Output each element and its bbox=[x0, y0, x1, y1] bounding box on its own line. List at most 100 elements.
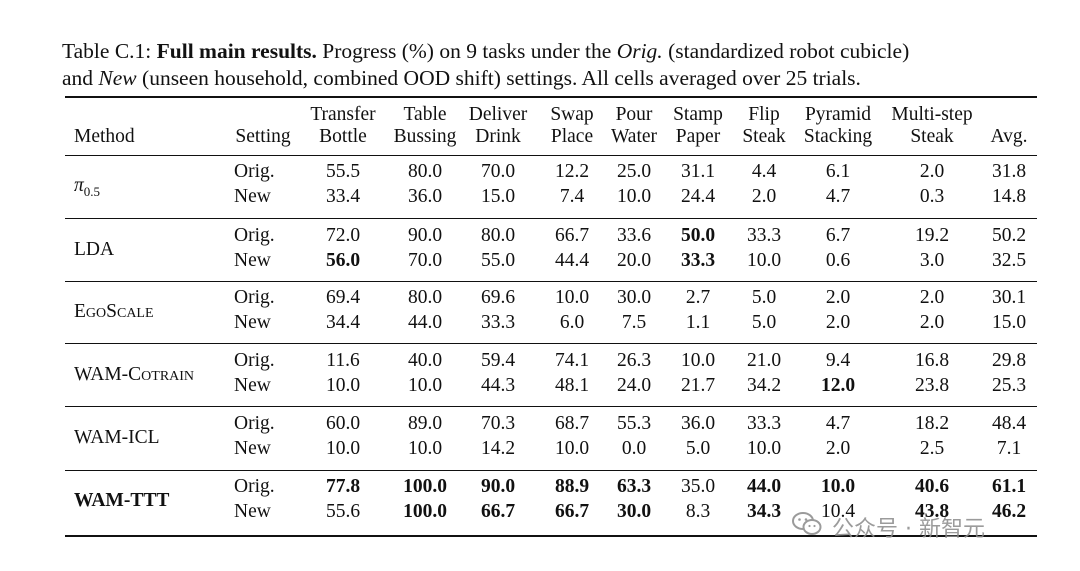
header-setting-line2: Setting bbox=[235, 126, 291, 147]
caption-bold-title: Full main results. bbox=[156, 39, 317, 63]
method-label-wam-ttt: WAM-TTT bbox=[74, 490, 170, 511]
caption-text-2: (standardized robot cubicle) bbox=[668, 39, 910, 63]
value-cell: 4.7 bbox=[825, 413, 851, 434]
value-cell: 72.0 bbox=[325, 225, 361, 246]
value-cell: 21.7 bbox=[680, 375, 716, 396]
caption-text-3: (unseen household, combined OOD shift) s… bbox=[142, 66, 861, 90]
caption-new-word: New bbox=[98, 66, 137, 90]
value-cell: 43.8 bbox=[914, 501, 950, 522]
value-cell: 19.2 bbox=[914, 225, 950, 246]
header-deliver_drink-line2: Drink bbox=[475, 126, 521, 147]
value-cell: 34.2 bbox=[746, 375, 782, 396]
value-cell: 0.3 bbox=[919, 186, 945, 207]
value-cell: 10.0 bbox=[746, 438, 782, 459]
setting-cell: New bbox=[234, 312, 271, 333]
value-cell: 77.8 bbox=[325, 476, 361, 497]
value-cell: 44.4 bbox=[554, 250, 590, 271]
method-label--0-5: π0.5 bbox=[74, 175, 100, 200]
value-cell: 33.3 bbox=[746, 413, 782, 434]
value-cell: 6.0 bbox=[559, 312, 585, 333]
setting-cell: Orig. bbox=[234, 161, 275, 182]
setting-cell: Orig. bbox=[234, 225, 275, 246]
value-cell: 48.4 bbox=[991, 413, 1027, 434]
value-cell: 7.1 bbox=[996, 438, 1022, 459]
value-cell: 10.0 bbox=[746, 250, 782, 271]
setting-cell: New bbox=[234, 501, 271, 522]
value-cell: 10.0 bbox=[680, 350, 716, 371]
value-cell: 7.5 bbox=[621, 312, 647, 333]
value-cell: 24.4 bbox=[680, 186, 716, 207]
value-cell: 33.3 bbox=[680, 250, 716, 271]
header-avg-line2: Avg. bbox=[990, 126, 1028, 147]
value-cell: 36.0 bbox=[680, 413, 716, 434]
value-cell: 46.2 bbox=[991, 501, 1027, 522]
value-cell: 44.0 bbox=[746, 476, 782, 497]
value-cell: 33.6 bbox=[616, 225, 652, 246]
value-cell: 88.9 bbox=[554, 476, 590, 497]
header-swap_place-line1: Swap bbox=[550, 104, 594, 125]
value-cell: 55.5 bbox=[325, 161, 361, 182]
setting-cell: Orig. bbox=[234, 287, 275, 308]
caption-line-2: and New (unseen household, combined OOD … bbox=[62, 65, 1052, 92]
value-cell: 70.0 bbox=[407, 250, 443, 271]
value-cell: 10.0 bbox=[554, 438, 590, 459]
table-group-rule bbox=[65, 343, 1037, 344]
value-cell: 80.0 bbox=[480, 225, 516, 246]
value-cell: 44.3 bbox=[480, 375, 516, 396]
caption-orig-word: Orig. bbox=[616, 39, 663, 63]
value-cell: 5.0 bbox=[751, 287, 777, 308]
table-group-rule bbox=[65, 470, 1037, 471]
value-cell: 30.1 bbox=[991, 287, 1027, 308]
value-cell: 2.0 bbox=[751, 186, 777, 207]
table-caption: Table C.1: Full main results. Progress (… bbox=[62, 38, 1052, 92]
value-cell: 34.3 bbox=[746, 501, 782, 522]
value-cell: 0.6 bbox=[825, 250, 851, 271]
value-cell: 100.0 bbox=[403, 501, 447, 522]
value-cell: 10.4 bbox=[820, 501, 856, 522]
header-table_bussing-line2: Bussing bbox=[393, 126, 457, 147]
header-transfer_bottle-line1: Transfer bbox=[310, 104, 376, 125]
value-cell: 6.1 bbox=[825, 161, 851, 182]
value-cell: 90.0 bbox=[480, 476, 516, 497]
header-method: Method bbox=[74, 126, 135, 147]
value-cell: 55.0 bbox=[480, 250, 516, 271]
setting-cell: New bbox=[234, 375, 271, 396]
value-cell: 70.0 bbox=[480, 161, 516, 182]
value-cell: 2.7 bbox=[685, 287, 711, 308]
value-cell: 26.3 bbox=[616, 350, 652, 371]
value-cell: 3.0 bbox=[919, 250, 945, 271]
value-cell: 12.2 bbox=[554, 161, 590, 182]
table-group-rule bbox=[65, 155, 1037, 156]
value-cell: 30.0 bbox=[616, 287, 652, 308]
value-cell: 33.3 bbox=[746, 225, 782, 246]
value-cell: 2.0 bbox=[919, 312, 945, 333]
header-pyramid_stacking-line1: Pyramid bbox=[804, 104, 872, 125]
value-cell: 1.1 bbox=[685, 312, 711, 333]
method-symbol: π bbox=[74, 175, 84, 196]
value-cell: 63.3 bbox=[616, 476, 652, 497]
value-cell: 66.7 bbox=[480, 501, 516, 522]
value-cell: 60.0 bbox=[325, 413, 361, 434]
method-subscript: 0.5 bbox=[83, 183, 101, 199]
value-cell: 74.1 bbox=[554, 350, 590, 371]
value-cell: 59.4 bbox=[480, 350, 516, 371]
setting-cell: New bbox=[234, 186, 271, 207]
method-label-egoscale: EgoScale bbox=[74, 301, 154, 322]
value-cell: 10.0 bbox=[820, 476, 856, 497]
value-cell: 5.0 bbox=[751, 312, 777, 333]
value-cell: 11.6 bbox=[326, 350, 360, 371]
value-cell: 12.0 bbox=[820, 375, 856, 396]
value-cell: 40.6 bbox=[914, 476, 950, 497]
value-cell: 40.0 bbox=[407, 350, 443, 371]
value-cell: 80.0 bbox=[407, 161, 443, 182]
value-cell: 10.0 bbox=[407, 375, 443, 396]
value-cell: 9.4 bbox=[825, 350, 851, 371]
value-cell: 36.0 bbox=[407, 186, 443, 207]
value-cell: 69.6 bbox=[480, 287, 516, 308]
method-label-wam-icl: WAM-ICL bbox=[74, 427, 160, 448]
caption-label: Table C.1: bbox=[62, 39, 152, 63]
header-stamp_paper-line2: Paper bbox=[675, 126, 721, 147]
header-multistep_steak-line1: Multi-step bbox=[891, 104, 973, 125]
value-cell: 10.0 bbox=[325, 375, 361, 396]
value-cell: 23.8 bbox=[914, 375, 950, 396]
